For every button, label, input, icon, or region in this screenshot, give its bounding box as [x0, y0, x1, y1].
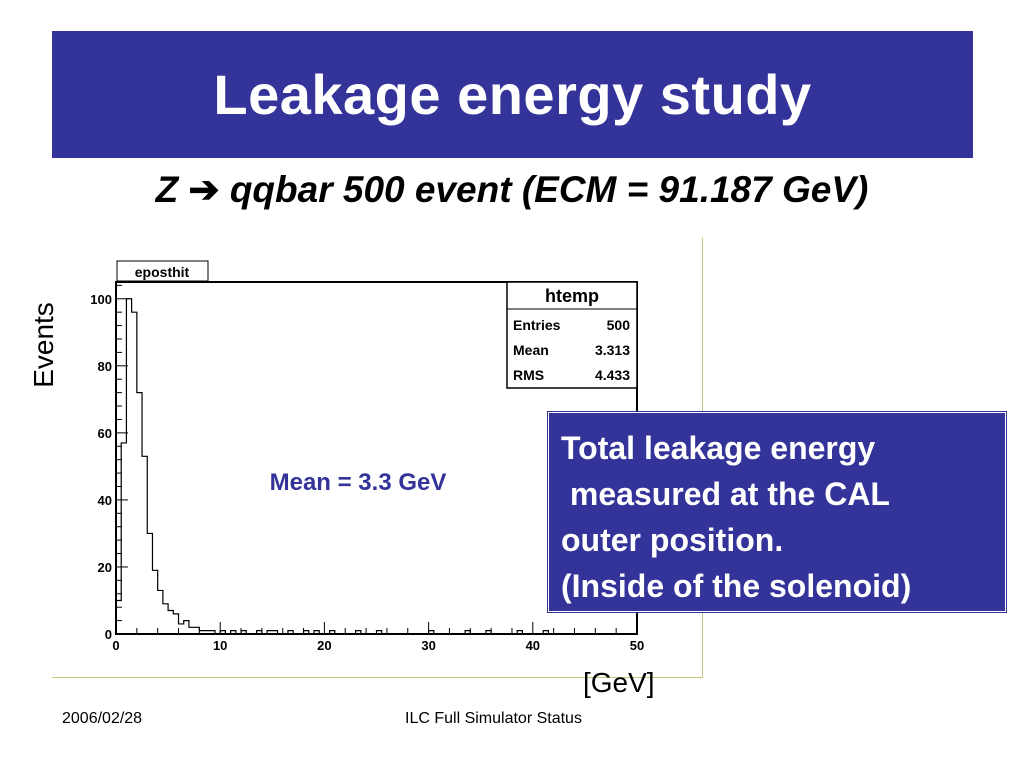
note-line-4: (Inside of the solenoid)	[561, 568, 912, 604]
slide-title: Leakage energy study	[213, 63, 812, 126]
note-line-3: outer position.	[561, 522, 784, 558]
stats-row-value: 3.313	[595, 342, 630, 358]
x-tick-label: 20	[317, 638, 331, 653]
histogram-name-label: eposthit	[135, 264, 190, 280]
stats-row-label: Entries	[513, 317, 561, 333]
subtitle-left: Z	[155, 169, 189, 210]
x-tick-label: 0	[112, 638, 119, 653]
histogram-series-line	[115, 298, 637, 635]
footer-center: ILC Full Simulator Status	[405, 710, 582, 727]
stats-row-value: 500	[607, 317, 631, 333]
y-tick-label: 60	[98, 426, 112, 441]
x-tick-label: 10	[213, 638, 227, 653]
stats-box	[506, 281, 638, 389]
x-tick-label: 40	[526, 638, 540, 653]
note-line-1: Total leakage energy	[561, 430, 876, 466]
y-tick-label: 40	[98, 493, 112, 508]
y-tick-label: 100	[90, 292, 112, 307]
slide-subtitle: Z ➔ qqbar 500 event (ECM = 91.187 GeV)	[0, 168, 1024, 211]
x-tick-label: 50	[630, 638, 644, 653]
x-axis-unit: [GeV]	[583, 667, 655, 698]
subtitle-right: qqbar 500 event (ECM = 91.187 GeV)	[219, 169, 869, 210]
y-tick-label: 80	[98, 359, 112, 374]
y-axis-label: Events	[24, 290, 64, 400]
stats-box-title: htemp	[545, 286, 599, 306]
footer-date: 2006/02/28	[62, 710, 143, 727]
x-tick-label: 30	[421, 638, 435, 653]
stats-row-label: Mean	[513, 342, 549, 358]
y-tick-label: 20	[98, 560, 112, 575]
title-band: Leakage energy study	[52, 31, 973, 158]
stats-row-label: RMS	[513, 367, 544, 383]
note-line-2: measured at the CAL	[561, 476, 890, 512]
y-axis-label-text: Events	[28, 302, 59, 388]
note-box: Total leakage energy measured at the CAL…	[548, 412, 1006, 612]
y-tick-label: 0	[105, 627, 112, 642]
mean-annotation: Mean = 3.3 GeV	[270, 469, 447, 496]
stats-row-value: 4.433	[595, 367, 630, 383]
right-arrow-icon: ➔	[188, 169, 220, 210]
